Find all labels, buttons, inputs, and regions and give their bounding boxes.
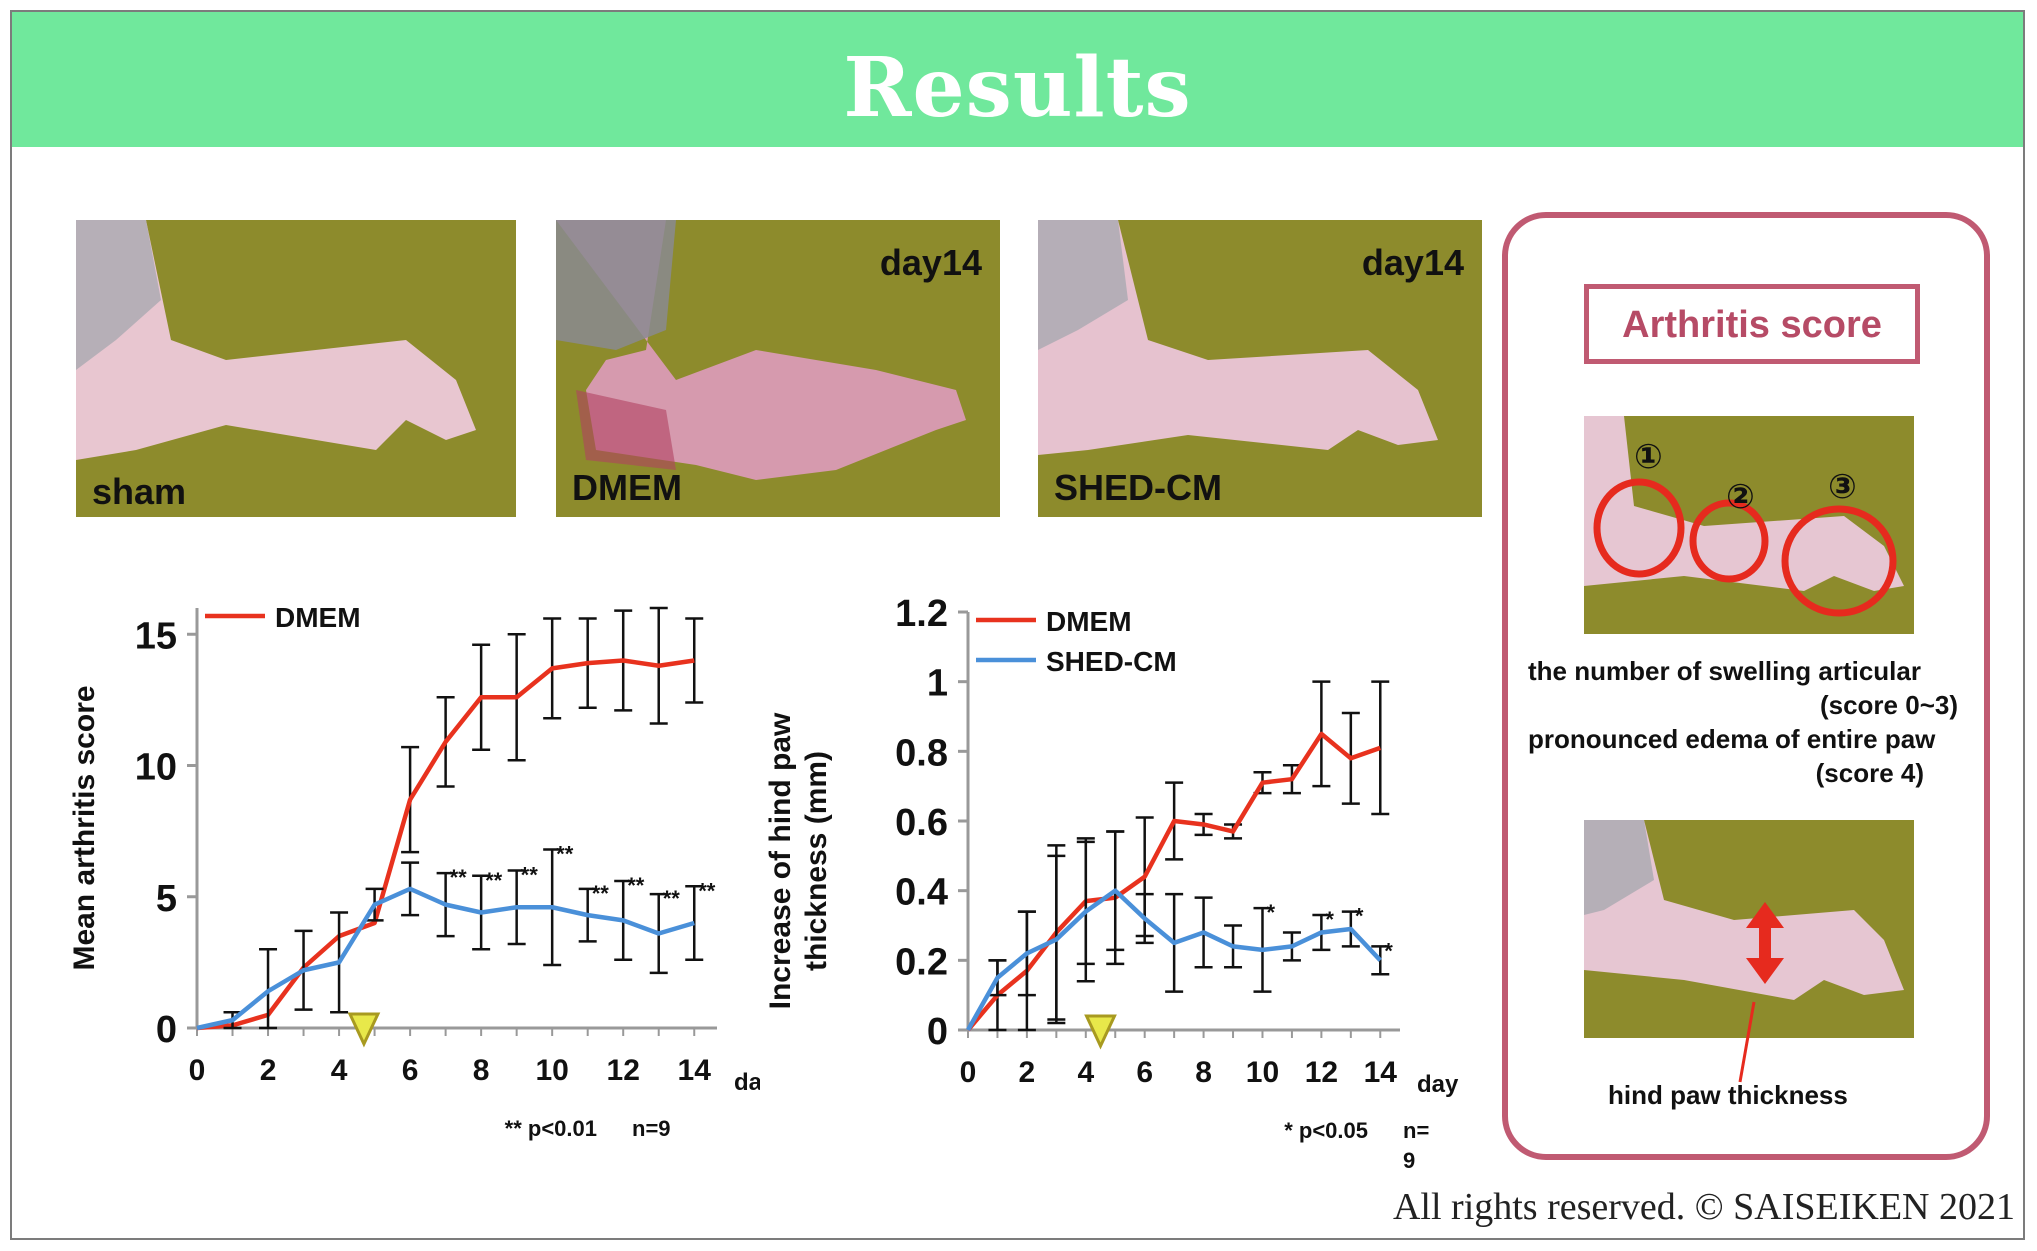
joint-photo: ① ② ③ (1584, 416, 1914, 634)
y-tick-label: 0 (156, 1009, 177, 1051)
joint-circle-2 (1689, 499, 1769, 583)
x-tick-label: 8 (1195, 1056, 1212, 1089)
sample-size-footnote: n=9 (632, 1116, 671, 1141)
y-tick-label: 0.8 (895, 732, 948, 774)
photo-label: SHED-CM (1054, 467, 1222, 508)
copyright-footer: All rights reserved. © SAISEIKEN 2021 (1392, 1186, 2015, 1228)
legend-label: DMEM (1046, 606, 1132, 637)
y-axis-label: Increase of hind paw (764, 712, 797, 1009)
score-description-2: (score 0~3) (1819, 690, 1958, 720)
thickness-arrow-icon (1746, 902, 1784, 984)
joint-marker-2: ② (1726, 478, 1755, 516)
x-tick-label: 14 (678, 1054, 712, 1087)
joint-circle-3 (1781, 505, 1897, 617)
significance-mark: ** (698, 878, 716, 903)
header-bar: Results (12, 12, 2023, 147)
legend-label: SHED-CM (1046, 646, 1177, 677)
photo-shed-cm: day14 SHED-CM (1038, 220, 1482, 517)
legend-label: DMEM (275, 602, 361, 633)
significance-mark: * (1325, 907, 1334, 932)
thickness-photo (1584, 820, 1914, 1038)
y-tick-label: 10 (135, 747, 177, 789)
significance-mark: ** (663, 886, 681, 911)
significance-mark: * (1384, 938, 1393, 963)
x-axis-label: day (1417, 1071, 1459, 1098)
joint-marker-1: ① (1634, 438, 1663, 476)
sample-size-footnote: n= (1403, 1118, 1429, 1143)
paw-illustration (556, 220, 1000, 517)
thickness-label: hind paw thickness (1608, 1080, 1848, 1110)
y-tick-label: 0.2 (895, 941, 948, 983)
x-tick-label: 10 (1246, 1056, 1279, 1089)
paw-illustration (76, 220, 516, 517)
x-tick-label: 6 (1136, 1056, 1153, 1089)
significance-mark: ** (450, 865, 468, 890)
y-tick-label: 1.2 (895, 593, 948, 635)
x-tick-label: 8 (473, 1054, 490, 1087)
y-tick-label: 15 (135, 615, 177, 657)
paw-thickness-chart: 0 0.2 0.4 0.6 0.8 1 1.2 0 2 4 6 8 10 12 14 day Increase … (764, 593, 1459, 1173)
x-tick-label: 0 (960, 1056, 977, 1089)
photo-day-label: day14 (879, 242, 982, 283)
x-tick-label: 12 (1305, 1056, 1338, 1089)
x-tick-label: 6 (402, 1054, 419, 1087)
arthritis-score-title: Arthritis score (1584, 284, 1920, 364)
photo-sham: sham (76, 220, 516, 517)
x-tick-label: 12 (607, 1054, 640, 1087)
joint-marker-3: ③ (1828, 468, 1857, 506)
joint-circle-1 (1593, 478, 1685, 578)
pointer-line (1738, 1001, 1756, 1083)
sample-size-footnote: 9 (1403, 1148, 1415, 1173)
significance-mark: ** (592, 881, 610, 906)
x-tick-label: 14 (1364, 1056, 1398, 1089)
score-description-1: the number of swelling articular (1528, 656, 1921, 686)
photo-label: sham (92, 471, 187, 512)
significance-mark: ** (556, 842, 574, 867)
y-tick-label: 0.4 (895, 872, 948, 914)
x-tick-label: 10 (535, 1054, 568, 1087)
x-axis-label: day (734, 1069, 760, 1096)
score-description-4: (score 4) (1815, 758, 1924, 788)
y-tick-label: 1 (927, 663, 948, 705)
significance-footnote: * p<0.05 (1284, 1118, 1368, 1143)
y-axis-label: thickness (mm) (800, 751, 833, 971)
photo-day-label: day14 (1361, 242, 1464, 283)
arthritis-score-chart: 0 5 10 15 0 2 4 6 8 10 12 14 day Mean arthritis score… (68, 602, 760, 1141)
x-tick-label: 4 (331, 1054, 348, 1087)
significance-mark: ** (627, 873, 645, 898)
x-tick-label: 0 (189, 1054, 206, 1087)
y-tick-label: 5 (156, 878, 177, 920)
significance-footnote: ** p<0.01 (505, 1116, 597, 1141)
photo-label: DMEM (572, 467, 682, 508)
paw-illustration (1038, 220, 1482, 517)
treatment-marker-icon (347, 1012, 381, 1048)
treatment-marker-icon (1084, 1014, 1117, 1050)
significance-mark: * (1355, 904, 1364, 929)
photo-dmem: day14 DMEM (556, 220, 1000, 517)
y-tick-label: 0.6 (895, 802, 948, 844)
significance-mark: ** (521, 863, 539, 888)
x-tick-label: 4 (1077, 1056, 1094, 1089)
significance-mark: * (1266, 900, 1275, 925)
significance-mark: ** (485, 868, 503, 893)
y-tick-label: 0 (927, 1011, 948, 1053)
x-tick-label: 2 (1019, 1056, 1036, 1089)
arthritis-score-panel: Arthritis score ① ② ③ the number of swel… (1502, 212, 1990, 1160)
x-tick-label: 2 (260, 1054, 277, 1087)
score-description-3: pronounced edema of entire paw (1528, 724, 1936, 754)
page-title: Results (843, 40, 1192, 136)
y-axis-label: Mean arthritis score (68, 685, 101, 970)
